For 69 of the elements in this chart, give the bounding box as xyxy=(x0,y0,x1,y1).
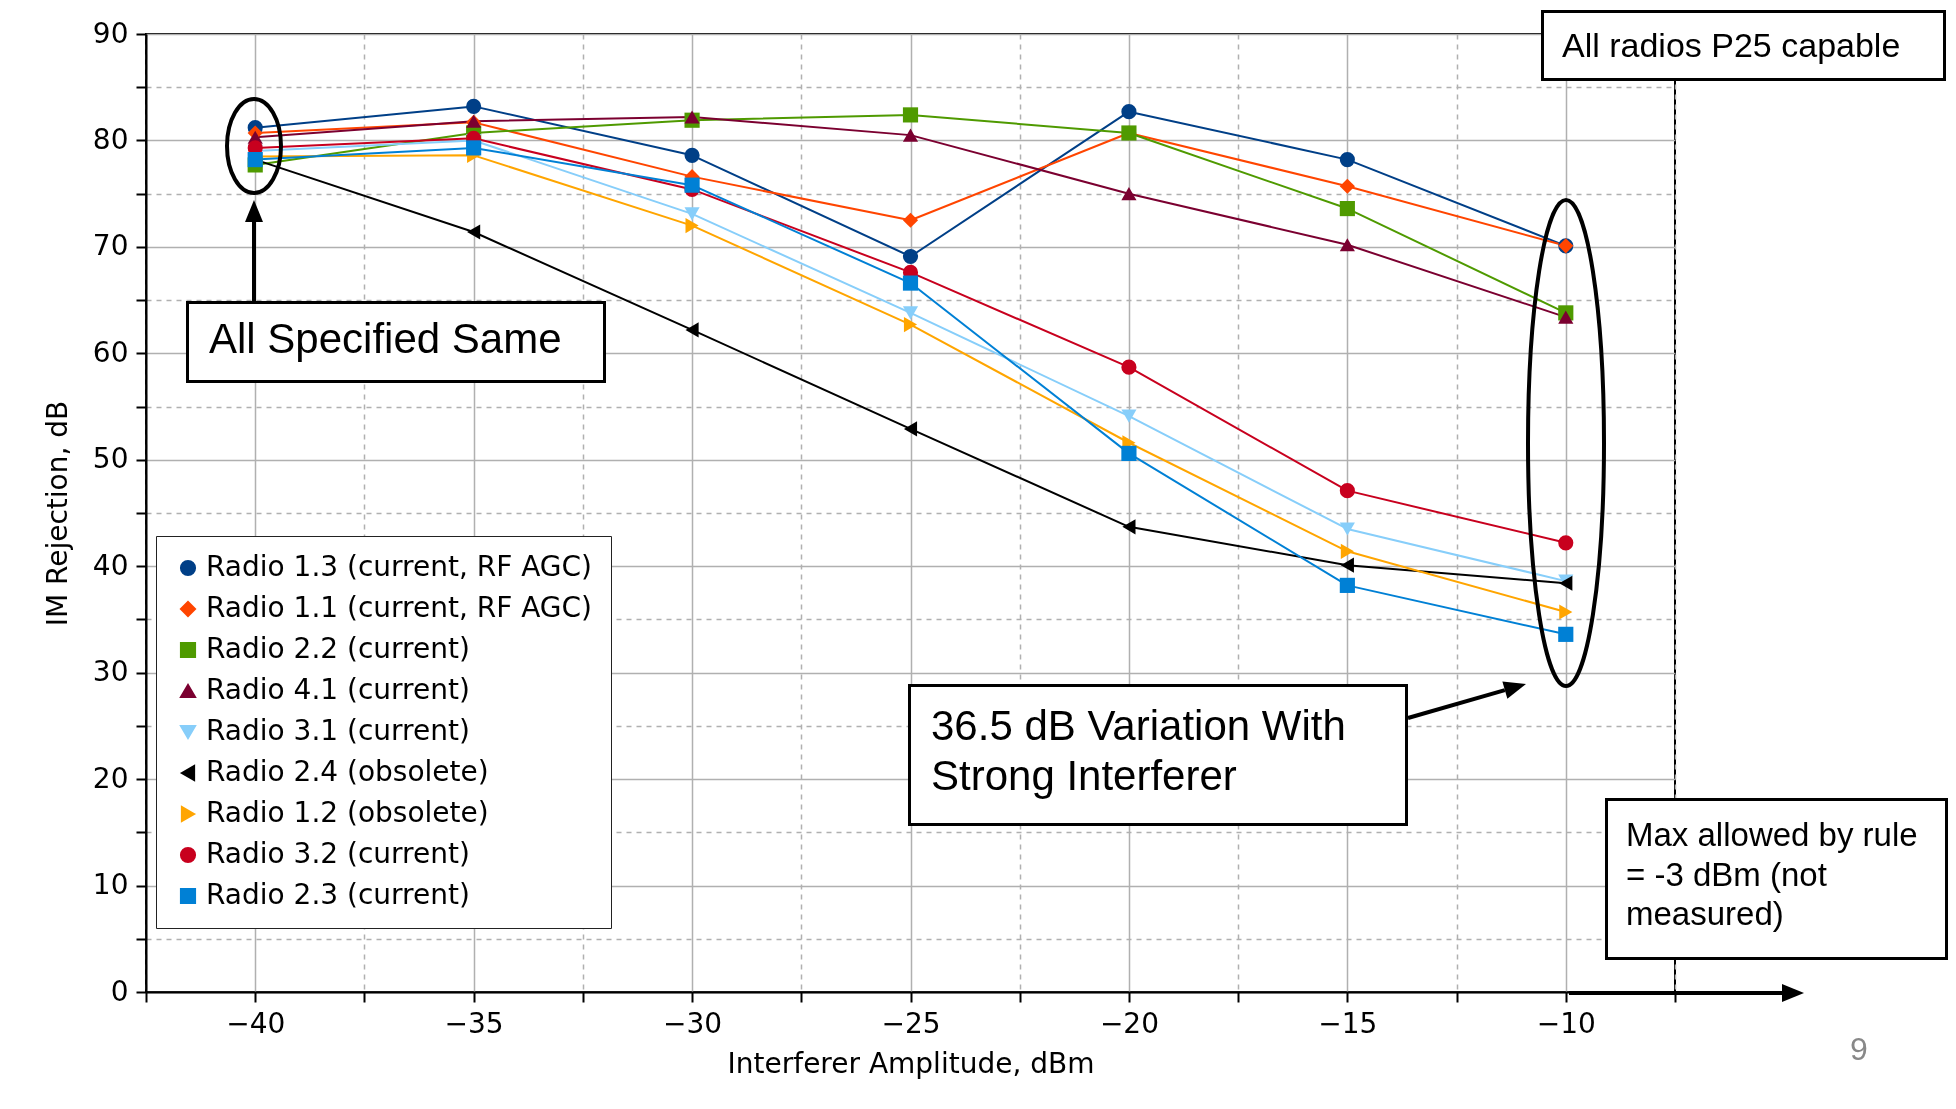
point xyxy=(684,207,700,221)
point xyxy=(1558,626,1574,642)
y-tick-label: 80 xyxy=(92,122,129,156)
point xyxy=(685,218,699,234)
x-tick-label: −10 xyxy=(1536,1006,1596,1040)
point xyxy=(1339,522,1355,536)
point xyxy=(1339,238,1355,252)
point xyxy=(1121,409,1137,423)
point xyxy=(1121,104,1137,120)
legend-label: Radio 1.1 (current, RF AGC) xyxy=(206,591,593,624)
point xyxy=(1121,445,1137,461)
point xyxy=(1339,152,1355,168)
point xyxy=(903,421,918,437)
point xyxy=(1339,577,1355,593)
x-tick-label: −25 xyxy=(881,1006,941,1040)
legend-label: Radio 3.1 (current) xyxy=(206,714,470,747)
point xyxy=(684,110,700,124)
x-tick-label: −30 xyxy=(663,1006,723,1040)
legend-label: Radio 2.4 (obsolete) xyxy=(206,755,489,788)
y-axis-title: IM Rejection, dB xyxy=(40,400,74,627)
y-tick-label: 20 xyxy=(92,761,129,795)
y-tick-label: 90 xyxy=(92,16,129,50)
point xyxy=(467,224,481,240)
point xyxy=(903,317,918,333)
y-tick-label: 30 xyxy=(92,655,129,689)
y-tick-label: 70 xyxy=(92,229,129,263)
point xyxy=(902,275,919,291)
point xyxy=(1121,187,1137,201)
x-tick-label: −15 xyxy=(1318,1006,1378,1040)
legend-label: Radio 1.3 (current, RF AGC) xyxy=(206,550,593,583)
x-tick-label: −35 xyxy=(444,1006,504,1040)
annotation: All radios P25 capable xyxy=(1541,10,1946,81)
text: 9 xyxy=(1850,1030,1869,1069)
point xyxy=(1340,557,1354,573)
y-tick-label: 60 xyxy=(92,335,129,369)
legend-label: Radio 1.2 (obsolete) xyxy=(206,796,489,829)
y-tick-label: 50 xyxy=(92,442,129,476)
x-axis-title: Interferer Amplitude, dBm xyxy=(727,1046,1095,1080)
point xyxy=(466,140,482,156)
annotation: Max allowed by rule = -3 dBm (not measured) xyxy=(1605,798,1948,960)
point xyxy=(902,128,919,142)
point xyxy=(1558,310,1574,324)
point xyxy=(466,98,482,114)
annotation: 36.5 dB Variation With Strong Interferer xyxy=(908,684,1408,826)
point xyxy=(1339,483,1355,499)
point xyxy=(684,177,700,193)
point xyxy=(1340,543,1354,559)
point xyxy=(902,248,919,265)
y-tick-label: 40 xyxy=(92,548,129,582)
point xyxy=(684,147,700,163)
point xyxy=(902,212,919,228)
point xyxy=(685,322,699,338)
point xyxy=(1121,359,1137,375)
point xyxy=(1339,178,1355,194)
point xyxy=(902,107,919,123)
y-tick-label: 10 xyxy=(92,868,129,902)
annotation: All Specified Same xyxy=(186,301,606,383)
point xyxy=(902,306,919,320)
legend-label: Radio 2.3 (current) xyxy=(206,878,470,911)
point xyxy=(1559,604,1573,620)
x-tick-label: −40 xyxy=(226,1006,286,1040)
legend-label: Radio 4.1 (current) xyxy=(206,673,470,706)
legend-label: Radio 2.2 (current) xyxy=(206,632,470,665)
point xyxy=(1122,519,1136,535)
legend-label: Radio 3.2 (current) xyxy=(206,837,470,870)
x-tick-label: −20 xyxy=(1099,1006,1159,1040)
y-tick-label: 0 xyxy=(110,974,129,1008)
point xyxy=(1558,535,1574,551)
point xyxy=(1339,200,1355,217)
